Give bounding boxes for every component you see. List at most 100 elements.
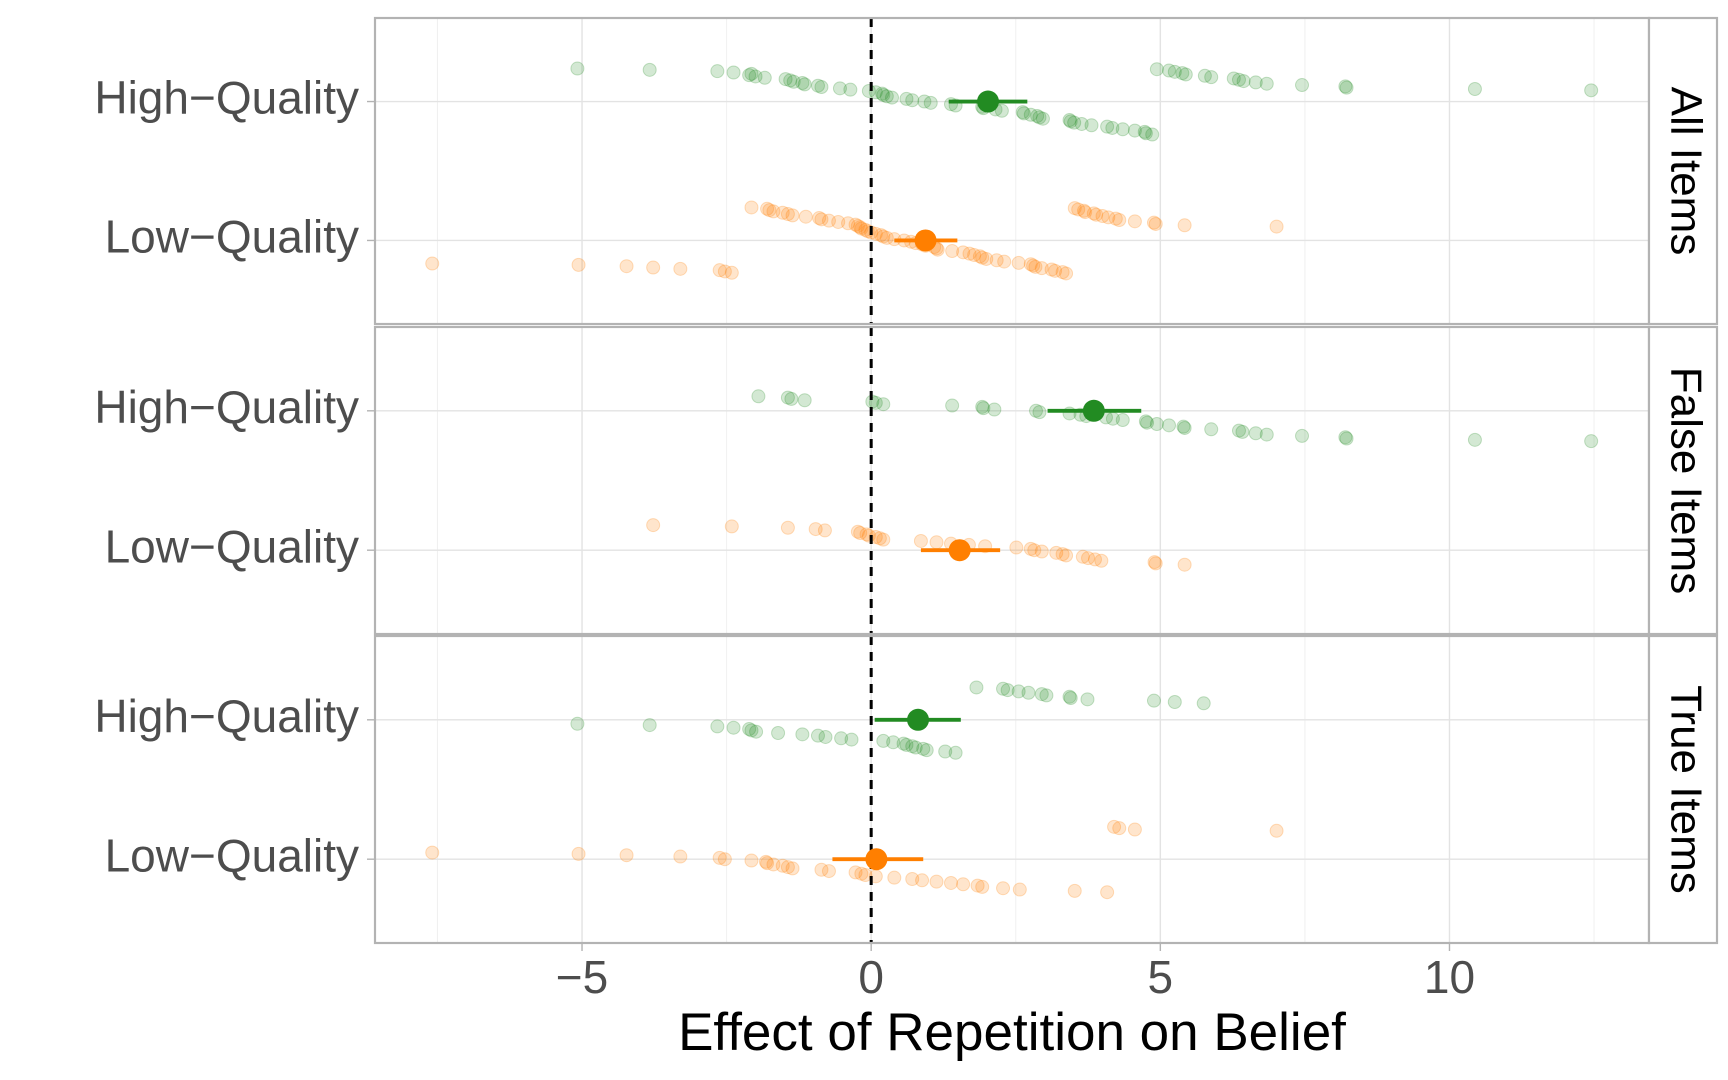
mean-point [1082, 399, 1105, 422]
data-point [1000, 683, 1015, 698]
data-point [1149, 417, 1164, 432]
data-point [843, 82, 858, 97]
data-point [749, 724, 764, 739]
data-point [919, 743, 934, 758]
data-point [751, 389, 766, 404]
data-point [1196, 696, 1211, 711]
data-point [875, 86, 890, 101]
data-point [1149, 62, 1164, 77]
data-point [775, 205, 790, 220]
data-point [1034, 687, 1049, 702]
data-point [832, 81, 847, 96]
data-point [1032, 110, 1047, 125]
data-point [1086, 206, 1101, 221]
data-point [917, 94, 932, 109]
data-point [876, 229, 891, 244]
data-point [1105, 120, 1120, 135]
data-point [778, 72, 793, 87]
data-point [810, 728, 825, 743]
y-tick-label: High−Quality [94, 72, 359, 124]
data-point [1074, 116, 1089, 131]
data-point [726, 720, 741, 735]
data-point [1231, 72, 1246, 87]
data-point [1259, 427, 1274, 442]
data-point [673, 261, 688, 276]
data-point [744, 723, 759, 738]
data-point [848, 865, 863, 880]
data-point [748, 69, 763, 84]
data-point [1295, 428, 1310, 443]
data-point [1055, 265, 1070, 280]
data-point [1075, 549, 1090, 564]
data-point [1107, 819, 1122, 834]
data-point [1101, 210, 1116, 225]
data-point [1175, 66, 1190, 81]
data-point [810, 78, 825, 93]
data-point [850, 218, 865, 233]
data-point [913, 533, 928, 548]
data-point [1147, 555, 1162, 570]
data-point [905, 871, 920, 886]
data-point [712, 263, 727, 278]
data-point [1145, 127, 1160, 142]
data-point [1011, 255, 1026, 270]
data-point [1012, 882, 1027, 897]
data-point [1034, 261, 1049, 276]
data-point [876, 87, 891, 102]
data-point [1137, 124, 1152, 139]
data-point [1062, 689, 1077, 704]
data-point [1177, 420, 1192, 435]
data-point [762, 203, 777, 218]
data-point [956, 245, 971, 260]
data-point [896, 736, 911, 751]
data-point [1044, 262, 1059, 277]
data-point [760, 856, 775, 871]
y-tick-label: High−Quality [94, 690, 359, 742]
data-point [1063, 114, 1078, 129]
data-point [1467, 432, 1482, 447]
data-point [1236, 74, 1251, 89]
data-point [1338, 430, 1353, 445]
data-point [929, 535, 944, 550]
data-point [642, 62, 657, 77]
data-point [1248, 75, 1263, 90]
data-point [1162, 418, 1177, 433]
data-point [1338, 79, 1353, 94]
strip [1647, 325, 1719, 636]
data-point [797, 393, 812, 408]
data-point [1127, 123, 1142, 138]
data-point [1467, 81, 1482, 96]
data-point [1146, 215, 1161, 230]
data-point [646, 260, 661, 275]
mean-point [907, 708, 930, 731]
data-point [1032, 405, 1047, 420]
data-point [1081, 551, 1096, 566]
data-point [1021, 685, 1036, 700]
data-point [760, 201, 775, 216]
data-point [619, 259, 634, 274]
data-point [1067, 201, 1082, 216]
data-point [785, 208, 800, 223]
data-point [854, 866, 869, 881]
data-point [858, 868, 873, 883]
x-tick-label: 10 [1424, 951, 1475, 1003]
data-point [717, 852, 732, 867]
data-point [975, 399, 990, 414]
data-point [1015, 105, 1030, 120]
data-point [780, 860, 795, 875]
y-tick-label: Low−Quality [105, 520, 359, 572]
data-point [854, 221, 869, 236]
data-point [758, 854, 773, 869]
data-point [972, 249, 987, 264]
data-point [744, 66, 759, 81]
data-point [1112, 213, 1127, 228]
data-point [1100, 885, 1115, 900]
data-point [717, 264, 732, 279]
y-tick-label: Low−Quality [105, 211, 359, 263]
data-point [1023, 107, 1038, 122]
data-point [1084, 118, 1099, 133]
data-point [1059, 266, 1074, 281]
data-point [1339, 431, 1354, 446]
data-point [821, 864, 836, 879]
data-point [1269, 219, 1284, 234]
